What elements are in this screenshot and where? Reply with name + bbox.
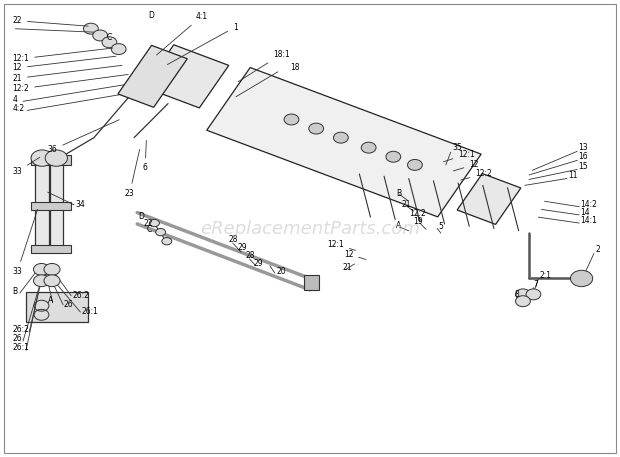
Text: 15: 15 <box>578 161 588 170</box>
Bar <box>31 245 71 254</box>
Text: 14:1: 14:1 <box>580 216 597 225</box>
Circle shape <box>309 123 324 134</box>
Text: 22: 22 <box>12 16 88 26</box>
Text: 26: 26 <box>12 334 22 343</box>
Text: 21: 21 <box>342 263 352 272</box>
Text: 21: 21 <box>12 65 122 83</box>
Text: 26:1: 26:1 <box>82 307 99 316</box>
Text: 12:1: 12:1 <box>443 150 475 162</box>
Circle shape <box>33 275 50 287</box>
Text: 12:2: 12:2 <box>461 169 492 180</box>
Text: 14: 14 <box>580 208 590 217</box>
Polygon shape <box>457 174 521 224</box>
Text: 12: 12 <box>12 56 116 72</box>
Circle shape <box>102 37 117 48</box>
Text: 12: 12 <box>343 250 366 260</box>
Circle shape <box>149 219 159 227</box>
Circle shape <box>526 289 541 300</box>
Text: 21: 21 <box>401 200 411 209</box>
Text: 26:1: 26:1 <box>12 343 29 352</box>
Text: 11: 11 <box>568 170 577 180</box>
Text: eReplacementParts.com: eReplacementParts.com <box>200 219 420 238</box>
Text: 12:2: 12:2 <box>12 74 128 93</box>
Circle shape <box>84 23 99 34</box>
Text: 26:2: 26:2 <box>12 325 29 334</box>
Text: 22: 22 <box>143 219 153 228</box>
Circle shape <box>516 289 530 300</box>
Text: 7: 7 <box>533 280 538 289</box>
Circle shape <box>93 30 107 41</box>
Polygon shape <box>206 68 481 217</box>
Text: 5: 5 <box>438 223 443 231</box>
Text: 33: 33 <box>12 157 40 176</box>
Circle shape <box>516 296 530 307</box>
Text: 12:2: 12:2 <box>409 209 425 218</box>
Text: 12:1: 12:1 <box>327 239 355 250</box>
Text: 19: 19 <box>414 217 423 226</box>
Circle shape <box>44 275 60 287</box>
Polygon shape <box>118 45 187 107</box>
Circle shape <box>33 264 50 275</box>
Text: 4: 4 <box>12 95 17 104</box>
Text: 28: 28 <box>245 251 255 260</box>
Text: 4:1: 4:1 <box>157 11 208 55</box>
Circle shape <box>45 150 68 166</box>
Text: 34: 34 <box>76 200 85 209</box>
Bar <box>35 158 49 249</box>
Polygon shape <box>144 45 229 108</box>
Text: 2: 2 <box>595 245 600 254</box>
Text: 8: 8 <box>515 290 520 298</box>
Circle shape <box>31 150 53 166</box>
Circle shape <box>570 270 593 287</box>
Circle shape <box>334 132 348 143</box>
Circle shape <box>284 114 299 125</box>
Bar <box>26 292 88 322</box>
Text: 29: 29 <box>237 243 247 252</box>
Text: 29: 29 <box>253 259 263 268</box>
Text: 2:1: 2:1 <box>539 271 552 280</box>
Circle shape <box>407 159 422 170</box>
Text: 28: 28 <box>229 235 238 244</box>
Circle shape <box>156 228 166 236</box>
Text: 35: 35 <box>452 143 462 152</box>
Text: 13: 13 <box>578 143 588 152</box>
Text: 18: 18 <box>290 64 299 72</box>
Text: 20: 20 <box>276 267 286 276</box>
Text: 4:2: 4:2 <box>12 104 25 113</box>
Text: 23: 23 <box>125 149 140 198</box>
Circle shape <box>111 43 126 54</box>
Bar <box>50 158 63 249</box>
Text: 6: 6 <box>143 140 148 172</box>
Text: B: B <box>12 287 17 296</box>
Text: 1: 1 <box>167 22 237 64</box>
Circle shape <box>386 151 401 162</box>
Text: 36: 36 <box>48 120 119 154</box>
Text: D: D <box>148 11 154 20</box>
Bar <box>31 202 71 210</box>
Text: 12:1: 12:1 <box>12 48 113 64</box>
Text: A: A <box>396 222 402 230</box>
Circle shape <box>162 238 172 245</box>
Text: 12: 12 <box>453 160 479 171</box>
Text: 18:1: 18:1 <box>238 50 290 82</box>
Text: 14:2: 14:2 <box>580 200 597 209</box>
Circle shape <box>361 142 376 153</box>
Text: 33: 33 <box>12 209 38 276</box>
Text: D: D <box>138 213 144 221</box>
Text: A: A <box>48 297 53 305</box>
Text: C: C <box>146 225 152 234</box>
Text: 26: 26 <box>63 300 73 308</box>
Text: 26:2: 26:2 <box>73 291 89 299</box>
Circle shape <box>44 264 60 275</box>
Text: 16: 16 <box>578 153 588 161</box>
Text: C: C <box>106 33 112 42</box>
Text: B: B <box>396 189 402 198</box>
Bar <box>304 275 319 290</box>
Bar <box>31 155 71 165</box>
